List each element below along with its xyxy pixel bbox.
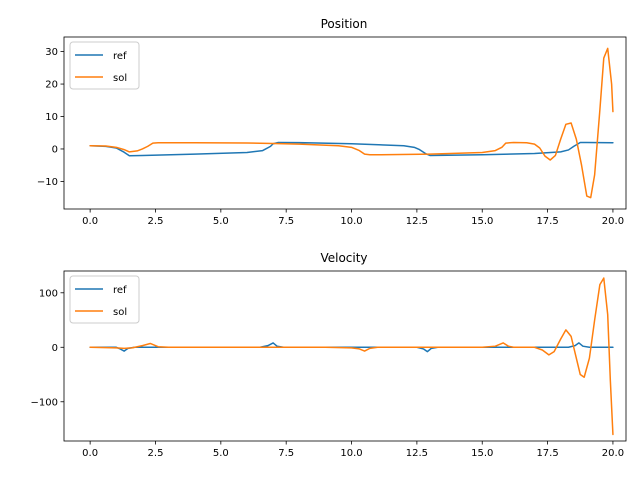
position-legend: ref sol [69,41,140,90]
position-xtick-label: 12.5 [406,216,428,227]
position-series-sol-line [89,47,614,199]
velocity-xtick-label: 7.5 [278,448,294,459]
position-ytick-label: 0 [52,144,58,155]
position-legend-ref-label: ref [113,51,127,62]
velocity-plot-frame [63,270,627,442]
position-xtick-label: 10.0 [340,216,362,227]
position-xtick-label: 17.5 [536,216,558,227]
position-ytick-label: 10 [45,112,58,123]
velocity-xtick-label: 0.0 [82,448,98,459]
velocity-legend-sol-label: sol [113,307,127,318]
velocity-title: Velocity [320,251,367,265]
position-xtick-label: 5.0 [213,216,229,227]
position-xtick-label: 2.5 [148,216,164,227]
velocity-xtick-label: 5.0 [213,448,229,459]
position-xtick-label: 7.5 [278,216,294,227]
velocity-xtick-label: 10.0 [340,448,362,459]
velocity-xtick-label: 17.5 [536,448,558,459]
position-plot-frame [63,36,627,210]
velocity-ytick-label: −100 [31,397,58,408]
position-xtick-label: 0.0 [82,216,98,227]
position-subplot: Position 0.0 2.5 5.0 7.5 10.0 12.5 15.0 17.5 20.… [37,17,627,227]
position-xtick-label: 15.0 [471,216,493,227]
velocity-legend: ref sol [69,275,140,324]
velocity-xtick-label: 20.0 [602,448,624,459]
position-ytick-label: −10 [37,177,58,188]
position-xtick-label: 20.0 [602,216,624,227]
velocity-series-sol-line [89,277,614,436]
velocity-ytick-label: 100 [39,288,58,299]
velocity-legend-ref-label: ref [113,285,127,296]
velocity-ytick-label: 0 [52,343,58,354]
velocity-xtick-label: 12.5 [406,448,428,459]
velocity-xtick-label: 15.0 [471,448,493,459]
position-ytick-label: 20 [45,80,58,91]
position-legend-sol-label: sol [113,73,127,84]
position-title: Position [321,17,368,31]
position-ytick-label: 30 [45,47,58,58]
velocity-subplot: Velocity 0.0 2.5 5.0 7.5 10.0 12.5 15.0 17.5 20.… [31,251,627,459]
position-series-ref-line [89,141,614,157]
velocity-xtick-label: 2.5 [148,448,164,459]
